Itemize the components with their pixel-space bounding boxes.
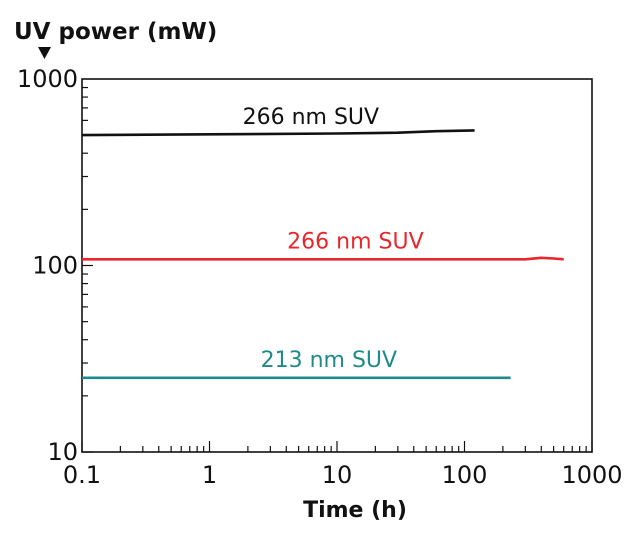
y-tick-label: 10 [47,438,78,466]
y-tick-label: 1000 [17,65,78,93]
series-label: 213 nm SUV [261,348,397,373]
series-line [81,129,475,137]
y-tick-label: 100 [32,252,78,280]
x-tick-label: 0.1 [63,461,101,489]
x-tick-label: 1 [202,461,217,489]
ticks: 0.1 1 10 100 1000 10 100 1000 [17,65,623,489]
series-labels: 266 nm SUV 266 nm SUV 213 nm SUV [243,105,424,373]
x-tick-label: 1000 [561,461,622,489]
series-label: 266 nm SUV [243,105,379,130]
x-tick-label: 100 [442,461,488,489]
y-axis-arrow-icon [38,47,51,59]
x-axis-title: Time (h) [303,498,407,523]
series-group [81,129,564,380]
series-label: 266 nm SUV [287,229,423,254]
series-line [82,256,564,261]
x-tick-label: 10 [322,461,353,489]
y-axis-title: UV power (mW) [14,19,217,45]
